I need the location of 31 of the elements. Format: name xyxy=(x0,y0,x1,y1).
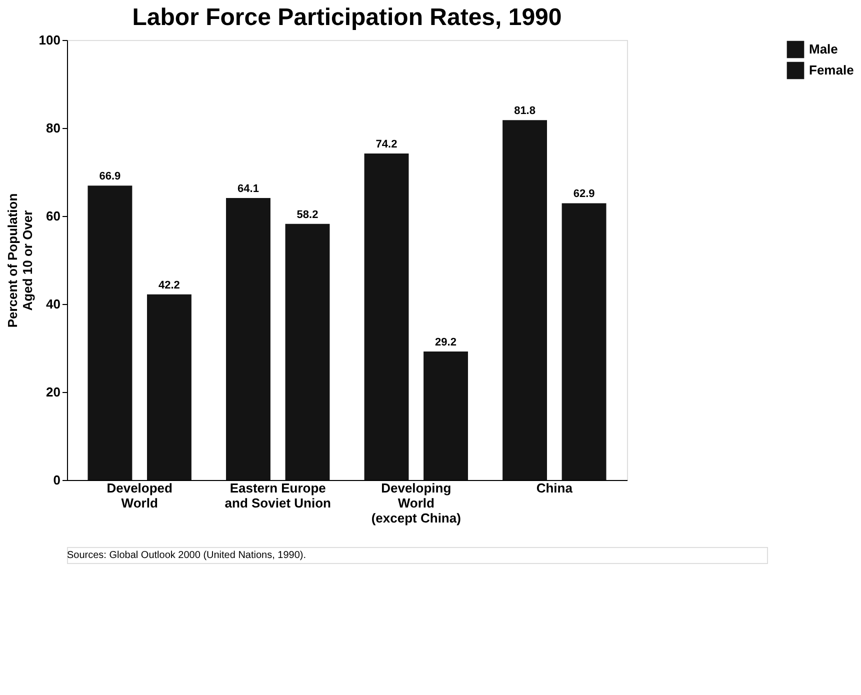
x-tick-label: China xyxy=(536,480,574,496)
bar xyxy=(424,352,468,480)
y-tick-label: 20 xyxy=(46,384,60,400)
chart-title: Labor Force Participation Rates, 1990 xyxy=(132,4,562,31)
bar xyxy=(285,224,330,480)
y-tick-label: 40 xyxy=(46,296,60,312)
y-tick-label: 100 xyxy=(38,32,60,48)
bar xyxy=(88,186,132,480)
bar xyxy=(562,203,606,480)
legend-label: Male xyxy=(809,42,838,56)
y-tick-label: 60 xyxy=(46,208,60,224)
y-axis-title: Percent of Population Aged 10 or Over xyxy=(4,193,35,328)
x-tick-label: Developing World (except China) xyxy=(371,480,461,526)
y-tick-label: 80 xyxy=(46,120,60,136)
bar xyxy=(502,120,547,480)
data-label: 62.9 xyxy=(573,188,595,200)
bar xyxy=(226,198,270,480)
data-label: 66.9 xyxy=(99,170,121,183)
y-tick-label: 0 xyxy=(53,472,60,488)
data-label: 42.2 xyxy=(158,279,180,292)
data-label: 29.2 xyxy=(435,336,456,349)
bar xyxy=(147,294,192,480)
bar xyxy=(364,154,409,480)
data-label: 74.2 xyxy=(376,138,398,151)
data-label: 81.8 xyxy=(514,105,536,118)
source-note: Sources: Global Outlook 2000 (United Nations, 1990). xyxy=(67,550,306,561)
data-label: 64.1 xyxy=(238,182,259,195)
legend-label: Female xyxy=(809,62,854,78)
x-tick-label: Eastern Europe and Soviet Union xyxy=(224,480,332,510)
data-label: 58.2 xyxy=(296,208,318,221)
x-tick-label: Developed World xyxy=(106,480,173,510)
